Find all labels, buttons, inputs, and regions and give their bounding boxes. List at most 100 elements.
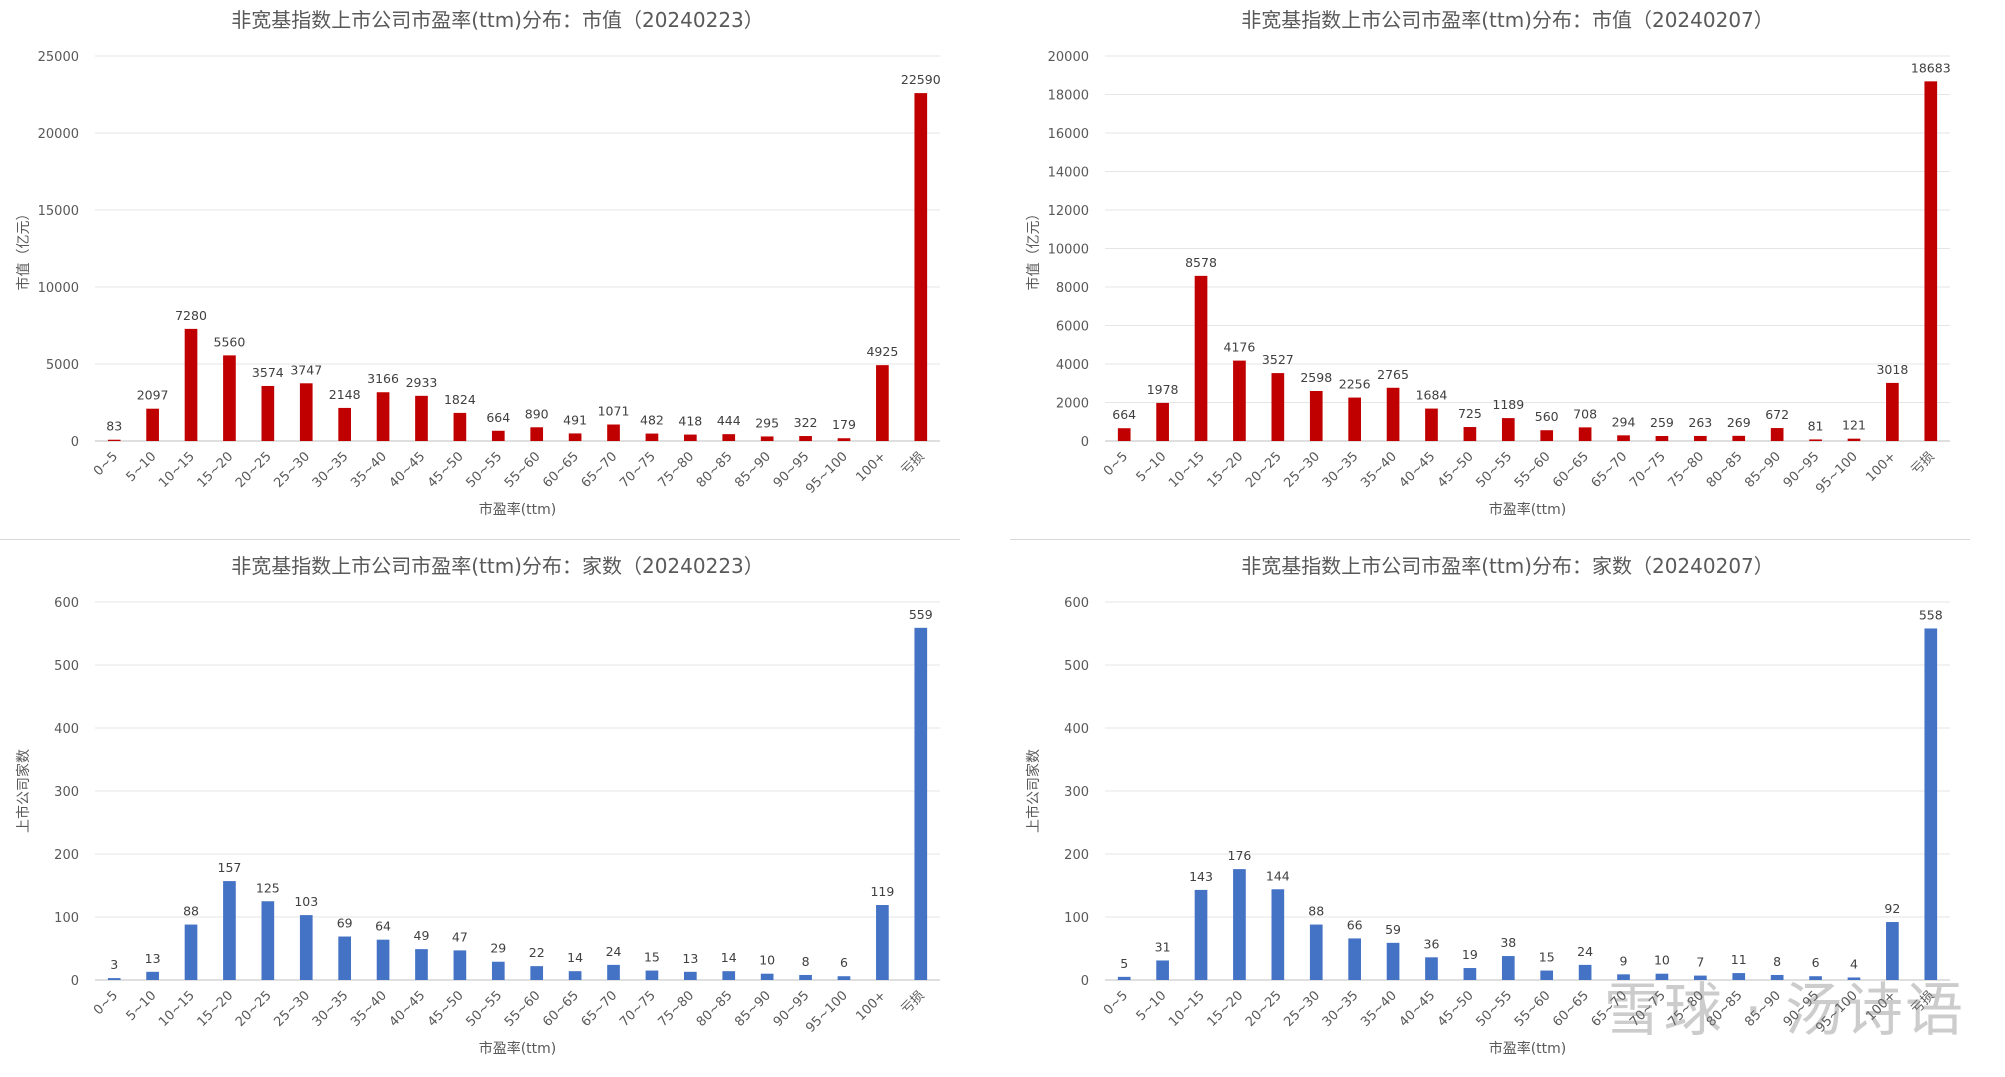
watermark: 雪球 · 汤诗语 (1603, 976, 1965, 1044)
data-label: 8 (802, 954, 810, 969)
data-label: 179 (832, 417, 856, 432)
data-label: 5 (1120, 956, 1128, 971)
x-tick-label: 亏损 (899, 449, 928, 478)
y-tick-label: 100 (1064, 911, 1089, 926)
bar (1156, 960, 1169, 980)
data-label: 1824 (444, 392, 476, 407)
data-label: 13 (145, 951, 161, 966)
bar (107, 439, 121, 441)
bar (1655, 436, 1669, 441)
y-tick-label: 400 (54, 722, 79, 737)
data-label: 7 (1696, 955, 1704, 970)
bar (184, 924, 198, 980)
data-label: 29 (490, 941, 506, 956)
bar (1425, 957, 1438, 980)
data-label: 8578 (1185, 255, 1217, 270)
x-tick-label: 75~80 (655, 449, 697, 491)
x-tick-label: 50~55 (1473, 988, 1515, 1030)
data-label: 664 (486, 410, 510, 425)
bar (837, 976, 851, 980)
y-tick-label: 500 (54, 659, 79, 674)
bar (568, 971, 582, 980)
x-tick-label: 95~100 (803, 988, 851, 1036)
y-tick-label: 4000 (1056, 358, 1089, 373)
bar (1694, 435, 1707, 441)
data-label: 10 (1654, 953, 1670, 968)
data-label: 295 (755, 415, 779, 430)
data-label: 6 (1812, 955, 1820, 970)
bar (1194, 275, 1208, 441)
chart-title: 非宽基指数上市公司市盈率(ttm)分布：家数（20240207） (1241, 554, 1774, 578)
data-label: 3747 (290, 362, 322, 377)
x-tick-label: 35~40 (1358, 988, 1400, 1030)
x-tick-label: 15~20 (1205, 988, 1247, 1030)
bar (1309, 924, 1323, 980)
data-label: 2765 (1377, 367, 1409, 382)
x-tick-label: 30~35 (1320, 988, 1362, 1030)
x-tick-label: 5~10 (124, 449, 160, 485)
bar (223, 881, 236, 980)
x-tick-label: 85~90 (732, 988, 774, 1030)
bar (453, 950, 467, 980)
x-tick-label: 60~65 (540, 988, 582, 1030)
y-tick-label: 400 (1064, 722, 1089, 737)
bar (568, 433, 582, 441)
x-tick-label: 35~40 (348, 449, 390, 491)
data-label: 3527 (1262, 352, 1294, 367)
data-label: 2148 (329, 387, 361, 402)
data-label: 559 (909, 607, 933, 622)
data-label: 1684 (1416, 388, 1448, 403)
data-label: 66 (1347, 917, 1363, 932)
chart-svg: 非宽基指数上市公司市盈率(ttm)分布：家数（20240223） 0 100 200 3… (15, 554, 940, 1057)
x-tick-label: 25~30 (1281, 449, 1323, 491)
bar (1847, 438, 1861, 441)
x-tick-label: 0~5 (1101, 988, 1131, 1018)
data-label: 9 (1620, 953, 1628, 968)
data-label: 49 (414, 928, 430, 943)
y-tick-label: 18000 (1048, 89, 1089, 104)
chart-svg: 非宽基指数上市公司市盈率(ttm)分布：市值（20240207） 0 2000 400… (1025, 8, 1951, 518)
x-tick-label: 35~40 (1358, 449, 1400, 491)
y-axis-label: 市值（亿元） (1025, 207, 1042, 291)
bar (1886, 922, 1899, 980)
x-tick-label: 40~45 (1397, 449, 1439, 491)
y-tick-label: 6000 (1056, 320, 1089, 335)
bar (261, 385, 275, 441)
bar (645, 970, 659, 980)
bar (1117, 428, 1131, 441)
x-tick-label: 45~50 (1435, 988, 1477, 1030)
x-tick-label: 80~85 (694, 449, 736, 491)
bar (799, 974, 812, 980)
data-label: 294 (1612, 414, 1636, 429)
y-tick-label: 14000 (1048, 166, 1089, 181)
x-tick-label: 15~20 (1205, 449, 1247, 491)
x-tick-label: 55~60 (502, 449, 544, 491)
bar (1770, 428, 1784, 441)
y-axis-label: 市值（亿元） (15, 207, 32, 291)
bar (1694, 975, 1707, 980)
data-label: 47 (452, 929, 468, 944)
x-tick-label: 20~25 (1243, 988, 1285, 1030)
data-label: 83 (106, 419, 122, 434)
bar (530, 966, 544, 980)
data-label: 890 (525, 406, 549, 421)
x-tick-label: 25~30 (1281, 988, 1323, 1030)
data-label: 24 (1577, 944, 1593, 959)
y-tick-label: 100 (54, 911, 79, 926)
x-tick-label: 0~5 (91, 988, 121, 1018)
data-label: 491 (563, 412, 587, 427)
y-tick-label: 20000 (38, 127, 79, 142)
x-tick-label: 45~50 (1435, 449, 1477, 491)
chart-title: 非宽基指数上市公司市盈率(ttm)分布：市值（20240223） (231, 8, 764, 32)
data-label: 4176 (1224, 340, 1256, 355)
x-tick-label: 60~65 (1550, 988, 1592, 1030)
chart-svg: 非宽基指数上市公司市盈率(ttm)分布：家数（20240207） 0 100 200 3… (1025, 554, 1950, 1057)
bar (1655, 973, 1669, 980)
bar (1233, 360, 1246, 441)
data-label: 3 (110, 957, 118, 972)
divider-right (1010, 539, 1970, 540)
x-tick-label: 50~55 (463, 449, 505, 491)
bar (1617, 974, 1630, 980)
data-label: 6 (840, 955, 848, 970)
data-label: 69 (337, 916, 353, 931)
